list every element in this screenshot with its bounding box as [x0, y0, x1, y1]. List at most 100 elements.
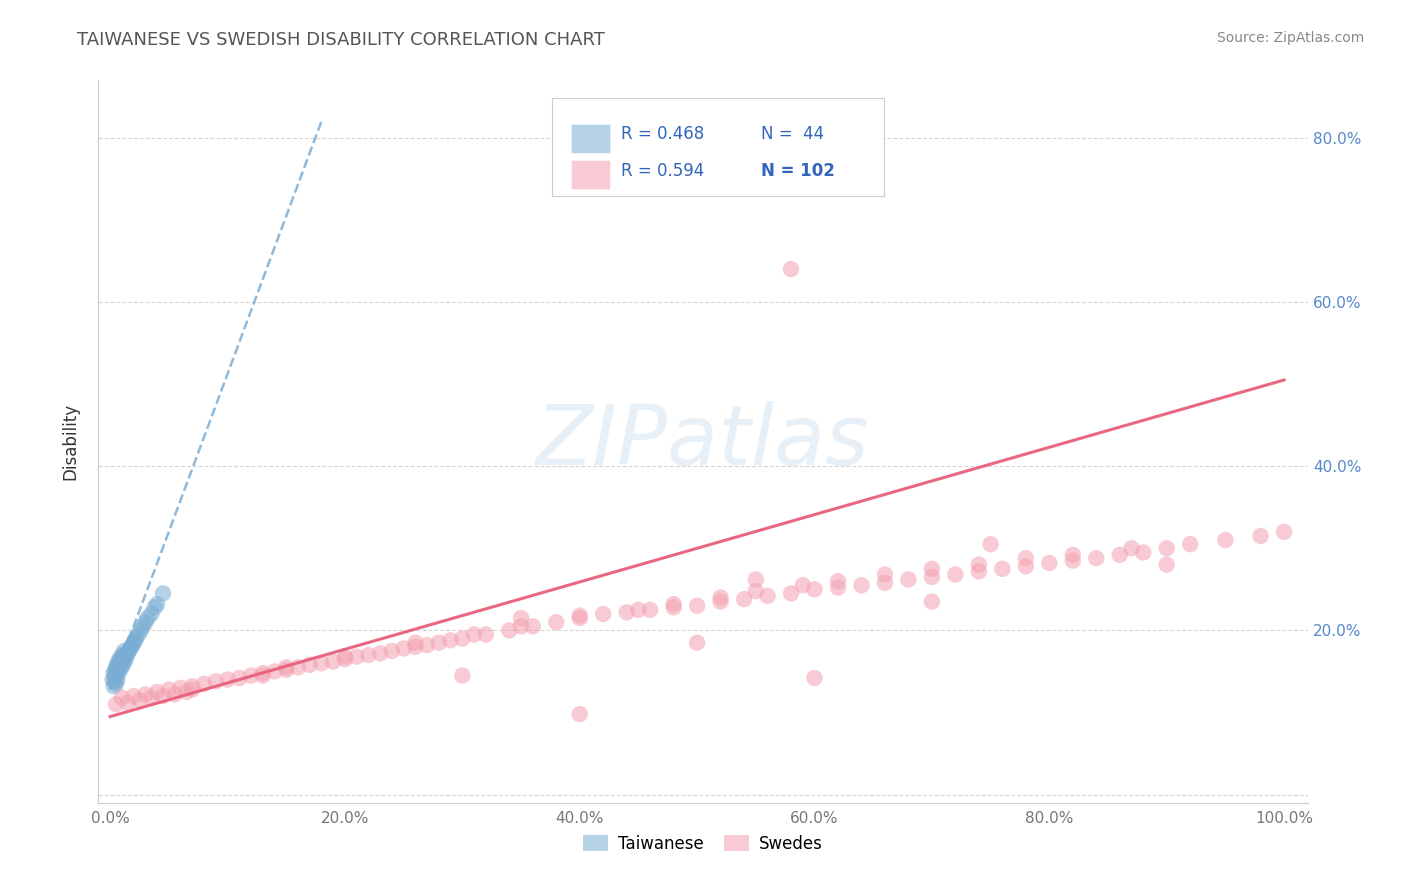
Point: [117, 646, 139, 660]
Point: [105, 677, 128, 691]
Point: [392, 641, 415, 656]
Point: [118, 644, 141, 658]
Point: [827, 574, 849, 588]
Point: [105, 668, 128, 682]
Point: [333, 652, 356, 666]
Point: [104, 674, 127, 689]
Point: [662, 600, 685, 615]
Point: [111, 648, 134, 662]
Point: [141, 607, 163, 621]
Point: [322, 655, 344, 669]
Point: [827, 581, 849, 595]
Point: [463, 627, 485, 641]
Point: [404, 640, 426, 654]
Point: [346, 649, 368, 664]
Point: [125, 632, 148, 646]
Point: [416, 638, 439, 652]
Point: [104, 665, 127, 679]
Point: [1085, 551, 1108, 566]
Point: [546, 615, 568, 630]
Point: [204, 674, 226, 689]
Text: Source: ZipAtlas.com: Source: ZipAtlas.com: [1216, 31, 1364, 45]
Point: [616, 605, 638, 619]
FancyBboxPatch shape: [571, 124, 610, 153]
Point: [1108, 548, 1130, 562]
Point: [112, 649, 135, 664]
Point: [1015, 551, 1038, 566]
Point: [510, 619, 533, 633]
Point: [108, 652, 131, 666]
FancyBboxPatch shape: [551, 98, 884, 196]
Point: [105, 698, 128, 712]
Point: [638, 603, 661, 617]
Point: [276, 663, 298, 677]
Point: [112, 655, 135, 669]
Point: [111, 690, 134, 705]
Point: [311, 657, 333, 671]
Point: [105, 660, 128, 674]
Point: [568, 707, 591, 722]
Point: [1156, 558, 1178, 572]
Point: [967, 558, 990, 572]
Point: [181, 679, 204, 693]
Point: [104, 671, 127, 685]
Point: [252, 668, 274, 682]
Point: [1272, 524, 1295, 539]
Point: [112, 657, 135, 672]
Point: [105, 657, 128, 672]
Point: [627, 603, 650, 617]
Point: [451, 632, 474, 646]
Text: N =  44: N = 44: [761, 126, 824, 144]
Point: [143, 600, 166, 615]
Point: [105, 673, 128, 687]
Point: [662, 597, 685, 611]
Point: [298, 657, 321, 672]
Point: [107, 660, 129, 674]
Point: [141, 690, 163, 705]
Point: [792, 578, 814, 592]
Point: [780, 586, 803, 600]
Point: [1038, 556, 1060, 570]
Point: [745, 584, 768, 599]
Point: [169, 681, 191, 695]
Point: [686, 599, 709, 613]
Point: [498, 624, 520, 638]
Point: [1156, 541, 1178, 556]
Point: [176, 685, 198, 699]
Point: [368, 646, 391, 660]
Text: R = 0.468: R = 0.468: [621, 126, 704, 144]
Point: [1015, 559, 1038, 574]
Point: [103, 666, 125, 681]
Point: [1132, 545, 1154, 559]
Point: [146, 597, 169, 611]
Point: [745, 573, 768, 587]
Point: [134, 615, 156, 630]
Point: [152, 689, 174, 703]
Point: [897, 573, 920, 587]
Point: [152, 586, 174, 600]
Point: [475, 627, 498, 641]
Point: [114, 652, 136, 666]
FancyBboxPatch shape: [571, 160, 610, 189]
Point: [132, 619, 155, 633]
Point: [780, 262, 803, 277]
Point: [107, 655, 129, 669]
Point: [710, 591, 733, 605]
Point: [120, 641, 142, 656]
Point: [1062, 548, 1084, 562]
Point: [427, 636, 450, 650]
Point: [921, 562, 943, 576]
Point: [333, 649, 356, 664]
Point: [107, 666, 129, 681]
Point: [134, 687, 156, 701]
Point: [803, 671, 825, 685]
Point: [1180, 537, 1202, 551]
Point: [803, 582, 825, 597]
Point: [592, 607, 614, 621]
Point: [276, 660, 298, 674]
Point: [120, 640, 142, 654]
Point: [101, 673, 124, 687]
Point: [240, 668, 263, 682]
Point: [1062, 553, 1084, 567]
Point: [967, 564, 990, 578]
